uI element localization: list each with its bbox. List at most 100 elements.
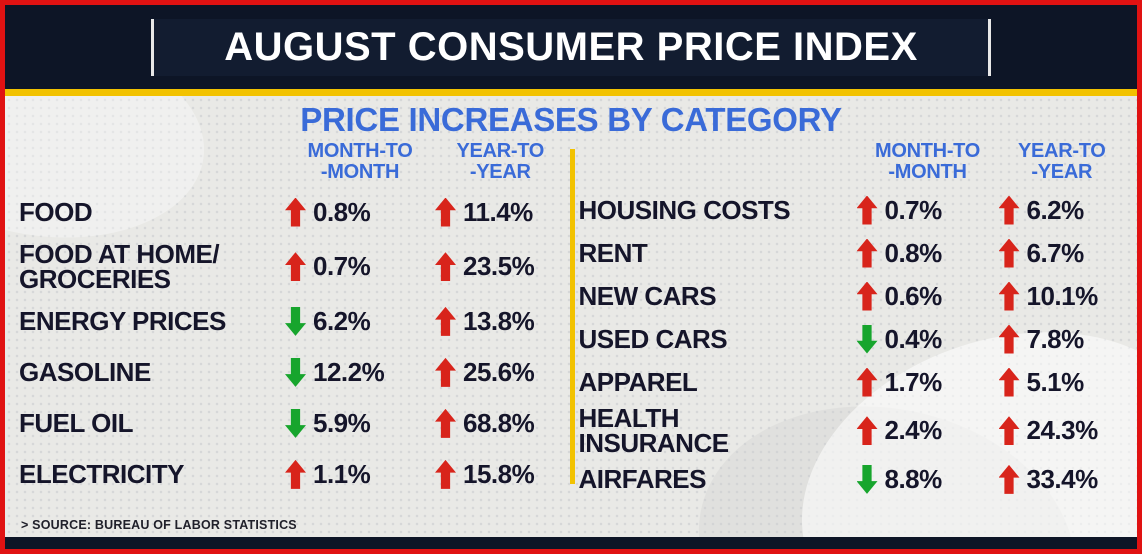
- left-panel: MONTH-TO -MONTH YEAR-TO -YEAR FOOD 0.8% …: [19, 141, 566, 498]
- category-label: ENERGY PRICES: [19, 306, 226, 337]
- right-rows: HOUSING COSTS 0.7% 6.2% RENT: [579, 191, 1126, 498]
- category-label: AIRFARES: [578, 464, 707, 495]
- table-content: MONTH-TO -MONTH YEAR-TO -YEAR FOOD 0.8% …: [5, 139, 1137, 498]
- yty-cell: 15.8%: [435, 459, 566, 490]
- percent-value: 0.6%: [884, 280, 943, 311]
- category-label: FUEL OIL: [19, 408, 133, 439]
- mtm-cell: 8.8%: [856, 463, 999, 495]
- yty-cell: 11.4%: [435, 197, 566, 228]
- yty-cell: 6.2%: [998, 194, 1126, 226]
- yty-cell: 33.4%: [998, 464, 1126, 495]
- percent-value: 6.7%: [1026, 237, 1085, 268]
- yty-cell: 23.5%: [435, 251, 566, 282]
- mtm-cell: 12.2%: [285, 357, 435, 388]
- percent-value: 1.7%: [884, 366, 943, 397]
- percent-value: 6.2%: [1026, 194, 1085, 225]
- trend-arrow-icon: [998, 195, 1020, 225]
- category-label: APPAREL: [578, 366, 698, 397]
- mtm-cell: 0.7%: [285, 251, 435, 282]
- table-row: FOOD 0.8% 11.4%: [19, 191, 566, 233]
- graphic-body: PRICE INCREASES BY CATEGORY MONTH-TO -MO…: [5, 14, 1137, 549]
- category-label: ELECTRICITY: [19, 459, 184, 490]
- trend-arrow-icon: [856, 464, 878, 494]
- trend-arrow-icon: [856, 195, 878, 225]
- percent-value: 24.3%: [1026, 415, 1099, 446]
- category-label: FOOD: [19, 196, 93, 227]
- mtm-cell: 6.2%: [285, 306, 435, 337]
- percent-value: 1.1%: [313, 458, 371, 489]
- subtitle: PRICE INCREASES BY CATEGORY: [300, 101, 842, 138]
- table-row: ELECTRICITY 1.1% 15.8%: [19, 453, 566, 495]
- trend-arrow-icon: [285, 459, 306, 489]
- left-rows: FOOD 0.8% 11.4% FOOD AT HOME/ GROCERIES: [19, 191, 566, 495]
- mtm-cell: 0.7%: [856, 194, 999, 226]
- trend-arrow-icon: [435, 357, 456, 387]
- percent-value: 5.9%: [313, 407, 371, 438]
- mtm-cell: 5.9%: [285, 408, 435, 439]
- percent-value: 8.8%: [884, 463, 943, 494]
- column-header-row: MONTH-TO -MONTH YEAR-TO -YEAR: [579, 141, 1126, 183]
- trend-arrow-icon: [285, 252, 306, 282]
- gold-divider: [5, 89, 1137, 96]
- source-attribution: > SOURCE: BUREAU OF LABOR STATISTICS: [21, 518, 297, 532]
- trend-arrow-icon: [285, 306, 306, 336]
- trend-arrow-icon: [998, 281, 1020, 311]
- percent-value: 13.8%: [463, 305, 535, 336]
- table-row: NEW CARS 0.6% 10.1%: [579, 277, 1126, 315]
- column-header-month-to-month: MONTH-TO -MONTH: [875, 140, 980, 183]
- title-banner: AUGUST CONSUMER PRICE INDEX: [5, 5, 1137, 89]
- mtm-cell: 1.7%: [856, 366, 999, 398]
- trend-arrow-icon: [435, 459, 456, 489]
- trend-arrow-icon: [856, 367, 878, 397]
- table-row: HEALTH INSURANCE 2.4% 24.3%: [579, 405, 1126, 456]
- percent-value: 0.7%: [313, 251, 371, 282]
- column-header-year-to-year: YEAR-TO -YEAR: [1017, 140, 1106, 183]
- trend-arrow-icon: [435, 306, 456, 336]
- trend-arrow-icon: [285, 357, 306, 387]
- trend-arrow-icon: [856, 324, 878, 354]
- percent-value: 23.5%: [463, 251, 535, 282]
- yty-cell: 25.6%: [435, 357, 566, 388]
- trend-arrow-icon: [435, 408, 456, 438]
- percent-value: 6.2%: [313, 305, 371, 336]
- category-label: GASOLINE: [19, 357, 151, 388]
- table-row: RENT 0.8% 6.7%: [579, 234, 1126, 272]
- yty-cell: 5.1%: [998, 366, 1126, 398]
- title-box: AUGUST CONSUMER PRICE INDEX: [151, 18, 991, 76]
- percent-value: 15.8%: [463, 458, 535, 489]
- category-label: USED CARS: [578, 323, 728, 354]
- mtm-cell: 0.8%: [285, 197, 435, 228]
- category-label: RENT: [578, 237, 648, 268]
- percent-value: 0.8%: [884, 237, 943, 268]
- trend-arrow-icon: [856, 238, 878, 268]
- yty-cell: 6.7%: [998, 237, 1126, 269]
- percent-value: 7.8%: [1026, 323, 1085, 354]
- trend-arrow-icon: [998, 324, 1020, 354]
- trend-arrow-icon: [998, 464, 1020, 494]
- column-header-row: MONTH-TO -MONTH YEAR-TO -YEAR: [19, 141, 566, 183]
- table-row: AIRFARES 8.8% 33.4%: [579, 460, 1126, 498]
- mtm-cell: 0.8%: [856, 237, 999, 269]
- yty-cell: 24.3%: [998, 415, 1126, 446]
- mtm-cell: 2.4%: [856, 415, 999, 446]
- percent-value: 5.1%: [1026, 366, 1085, 397]
- bottom-bar: [5, 537, 1137, 549]
- table-row: HOUSING COSTS 0.7% 6.2%: [579, 191, 1126, 229]
- category-label: HOUSING COSTS: [578, 194, 791, 225]
- yty-cell: 7.8%: [998, 323, 1126, 355]
- mtm-cell: 0.6%: [856, 280, 999, 312]
- trend-arrow-icon: [285, 197, 306, 227]
- page-title: AUGUST CONSUMER PRICE INDEX: [224, 24, 918, 69]
- column-header-month-to-month: MONTH-TO -MONTH: [307, 140, 413, 183]
- table-row: GASOLINE 12.2% 25.6%: [19, 351, 566, 393]
- table-row: FOOD AT HOME/ GROCERIES 0.7% 23.5%: [19, 241, 566, 292]
- yty-cell: 10.1%: [998, 281, 1126, 312]
- table-row: ENERGY PRICES 6.2% 13.8%: [19, 300, 566, 342]
- percent-value: 0.7%: [884, 194, 943, 225]
- trend-arrow-icon: [856, 416, 878, 446]
- trend-arrow-icon: [998, 416, 1020, 446]
- percent-value: 0.8%: [313, 196, 371, 227]
- trend-arrow-icon: [285, 408, 306, 438]
- trend-arrow-icon: [998, 367, 1020, 397]
